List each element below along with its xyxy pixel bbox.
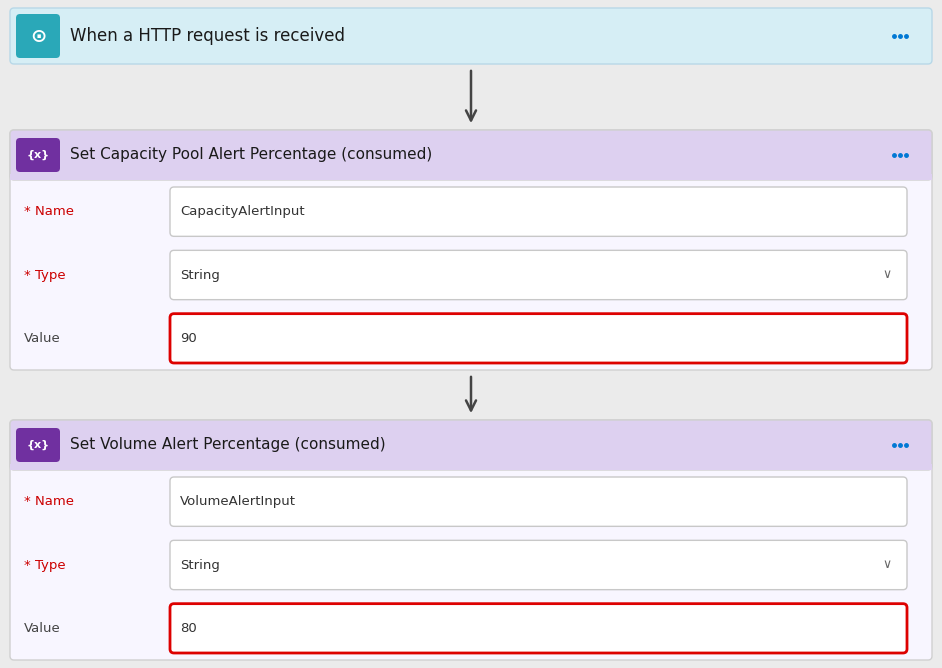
Bar: [10, 464, 932, 470]
Bar: [10, 174, 932, 180]
Text: {x}: {x}: [26, 440, 50, 450]
FancyBboxPatch shape: [170, 250, 907, 300]
Text: {x}: {x}: [26, 150, 50, 160]
FancyBboxPatch shape: [10, 420, 932, 660]
Text: * Name: * Name: [24, 495, 74, 508]
Text: * Type: * Type: [24, 269, 66, 281]
Text: When a HTTP request is received: When a HTTP request is received: [70, 27, 345, 45]
FancyBboxPatch shape: [170, 314, 907, 363]
Text: Set Volume Alert Percentage (consumed): Set Volume Alert Percentage (consumed): [70, 438, 385, 452]
Text: 90: 90: [180, 332, 197, 345]
Text: * Type: * Type: [24, 558, 66, 572]
Text: Set Capacity Pool Alert Percentage (consumed): Set Capacity Pool Alert Percentage (cons…: [70, 148, 432, 162]
Text: String: String: [180, 558, 219, 572]
FancyBboxPatch shape: [170, 187, 907, 236]
Text: ∨: ∨: [883, 558, 891, 572]
Text: 80: 80: [180, 622, 197, 635]
FancyBboxPatch shape: [170, 540, 907, 590]
Text: VolumeAlertInput: VolumeAlertInput: [180, 495, 296, 508]
FancyBboxPatch shape: [170, 477, 907, 526]
FancyBboxPatch shape: [10, 130, 932, 370]
Text: ∨: ∨: [883, 269, 891, 281]
FancyBboxPatch shape: [10, 130, 932, 180]
FancyBboxPatch shape: [16, 138, 60, 172]
Text: ⊙: ⊙: [30, 27, 46, 45]
Text: Value: Value: [24, 622, 60, 635]
FancyBboxPatch shape: [10, 420, 932, 470]
FancyBboxPatch shape: [16, 428, 60, 462]
FancyBboxPatch shape: [16, 14, 60, 58]
FancyBboxPatch shape: [10, 8, 932, 64]
FancyBboxPatch shape: [170, 604, 907, 653]
Text: CapacityAlertInput: CapacityAlertInput: [180, 205, 304, 218]
Text: String: String: [180, 269, 219, 281]
Text: Value: Value: [24, 332, 60, 345]
Text: * Name: * Name: [24, 205, 74, 218]
